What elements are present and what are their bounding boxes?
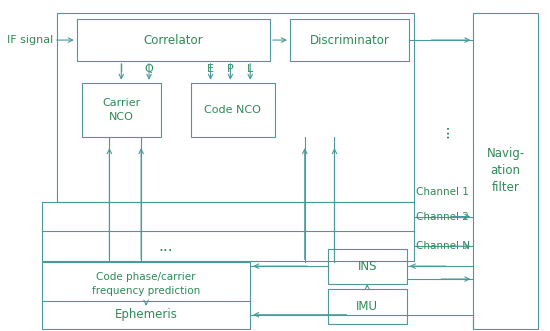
Bar <box>76 19 270 61</box>
Bar <box>42 301 250 329</box>
Bar <box>328 249 407 284</box>
Text: IF signal: IF signal <box>7 35 53 45</box>
Text: E: E <box>207 64 214 74</box>
Text: Q: Q <box>145 64 153 74</box>
Text: Code NCO: Code NCO <box>205 105 261 115</box>
Text: Channel 2: Channel 2 <box>416 212 469 221</box>
Bar <box>81 83 161 137</box>
Text: ...: ... <box>436 123 451 138</box>
Bar <box>57 13 414 202</box>
Text: Navig-
ation
filter: Navig- ation filter <box>486 147 525 194</box>
Text: ...: ... <box>158 239 173 254</box>
Text: Carrier
NCO: Carrier NCO <box>102 98 140 121</box>
Text: I: I <box>120 64 123 74</box>
Bar <box>191 83 275 137</box>
Text: INS: INS <box>358 260 377 273</box>
Text: Code phase/carrier
frequency prediction: Code phase/carrier frequency prediction <box>92 272 200 296</box>
Text: Channel N: Channel N <box>416 241 470 251</box>
Text: P: P <box>227 64 234 74</box>
Text: Correlator: Correlator <box>144 33 203 47</box>
Text: Ephemeris: Ephemeris <box>114 308 178 321</box>
Bar <box>328 289 407 324</box>
Text: L: L <box>247 64 254 74</box>
Text: Discriminator: Discriminator <box>310 33 389 47</box>
Text: Channel 1: Channel 1 <box>416 187 469 197</box>
Bar <box>290 19 409 61</box>
Text: IMU: IMU <box>356 300 378 313</box>
Bar <box>474 13 538 329</box>
Bar <box>42 262 250 306</box>
